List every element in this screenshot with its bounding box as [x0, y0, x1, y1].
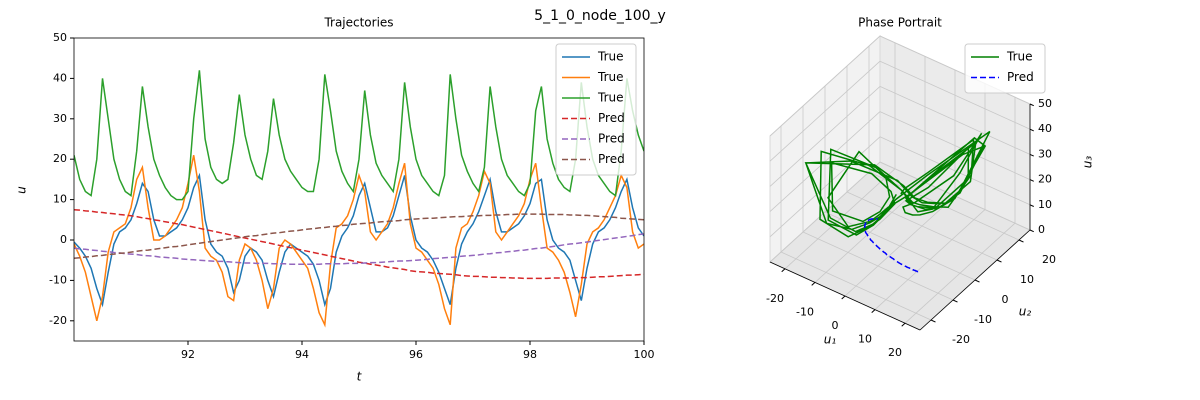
y-tick-label: -10 — [49, 273, 67, 286]
x-tick-label: -10 — [796, 305, 814, 318]
trajectory-3d — [863, 218, 919, 273]
x-tick-label: 94 — [295, 348, 309, 361]
grid-line — [879, 86, 1031, 155]
grid-line — [824, 211, 976, 281]
x-tick-label: 100 — [634, 348, 655, 361]
chart-title: Phase Portrait — [858, 16, 942, 30]
x-tick-label: 98 — [523, 348, 537, 361]
legend-label: True — [597, 50, 624, 64]
x-tick — [841, 295, 846, 300]
y-tick-label: -10 — [974, 313, 992, 326]
grid-line — [780, 251, 932, 321]
x-tick-label: -20 — [766, 292, 784, 305]
y-tick-label: 10 — [53, 193, 67, 206]
legend-label: Pred — [598, 111, 625, 125]
y-tick — [974, 279, 980, 283]
grid-line — [879, 111, 1031, 180]
y-tick-label: 10 — [1020, 273, 1034, 286]
z-tick-label: 30 — [1038, 147, 1052, 160]
z-tick — [1029, 229, 1034, 233]
x-tick-label: 20 — [888, 346, 902, 359]
y-axis-label: u₂ — [1019, 305, 1032, 319]
x-tick-label: 96 — [409, 348, 423, 361]
z-tick — [1029, 103, 1034, 107]
y-tick — [952, 299, 958, 303]
data-line — [74, 70, 644, 201]
grid-line — [846, 191, 998, 261]
y-axis-label: u — [15, 186, 29, 194]
x-tick — [811, 282, 816, 286]
data-line — [74, 208, 644, 280]
legend-label: Pred — [598, 132, 625, 146]
grid-line — [802, 231, 954, 301]
y-tick-label: 30 — [53, 112, 67, 125]
x-tick — [901, 322, 906, 327]
axis-line — [919, 229, 1031, 331]
y-tick-label: -20 — [49, 314, 67, 327]
axis-line — [769, 261, 921, 331]
y-tick-label: 0 — [1002, 293, 1009, 306]
z-tick — [1029, 179, 1034, 182]
grid-line — [879, 60, 1031, 130]
grid-line — [879, 136, 1031, 206]
legend-label: Pred — [598, 152, 625, 166]
x-tick-label: 10 — [858, 333, 872, 346]
z-tick — [1029, 153, 1034, 157]
y-tick-label: 0 — [60, 233, 67, 246]
trajectory-3d — [804, 130, 991, 238]
plot-frame — [73, 37, 645, 342]
z-tick-label: 50 — [1038, 97, 1052, 110]
legend-label: True — [597, 91, 624, 105]
y-tick-label: 40 — [53, 71, 67, 84]
z-axis-label: u₃ — [1081, 156, 1095, 169]
figure-title: 5_1_0_node_100_y — [534, 8, 666, 24]
data-line — [74, 213, 644, 259]
z-tick-label: 10 — [1038, 198, 1052, 211]
y-tick — [1018, 239, 1024, 243]
chart-title: Trajectories — [323, 16, 393, 30]
z-tick-label: 40 — [1038, 122, 1052, 135]
legend-label: True — [1006, 50, 1033, 64]
x-tick — [781, 268, 786, 273]
y-tick — [930, 319, 936, 323]
data-line — [74, 155, 644, 328]
z-tick-label: 0 — [1038, 223, 1045, 236]
z-tick — [1029, 204, 1034, 207]
y-tick-label: -20 — [952, 333, 970, 346]
y-tick-label: 20 — [53, 152, 67, 165]
x-axis-label: t — [357, 370, 363, 384]
grid-line — [769, 35, 881, 137]
y-tick-label: 50 — [53, 31, 67, 44]
x-axis-label: u₁ — [824, 333, 837, 347]
legend-label: Pred — [1007, 70, 1034, 84]
legend-label: True — [597, 70, 624, 84]
x-tick — [871, 309, 876, 313]
x-tick-label: 0 — [832, 319, 839, 332]
y-tick — [996, 259, 1002, 263]
grid-line — [769, 60, 881, 162]
grid-line — [769, 161, 881, 263]
z-tick-label: 20 — [1038, 173, 1052, 186]
grid-line — [769, 86, 881, 187]
z-tick — [1029, 128, 1034, 132]
data-line — [74, 233, 644, 265]
legend-box — [964, 43, 1046, 94]
y-tick-label: 20 — [1042, 253, 1056, 266]
data-line — [74, 172, 644, 308]
x-tick-label: 92 — [181, 348, 195, 361]
